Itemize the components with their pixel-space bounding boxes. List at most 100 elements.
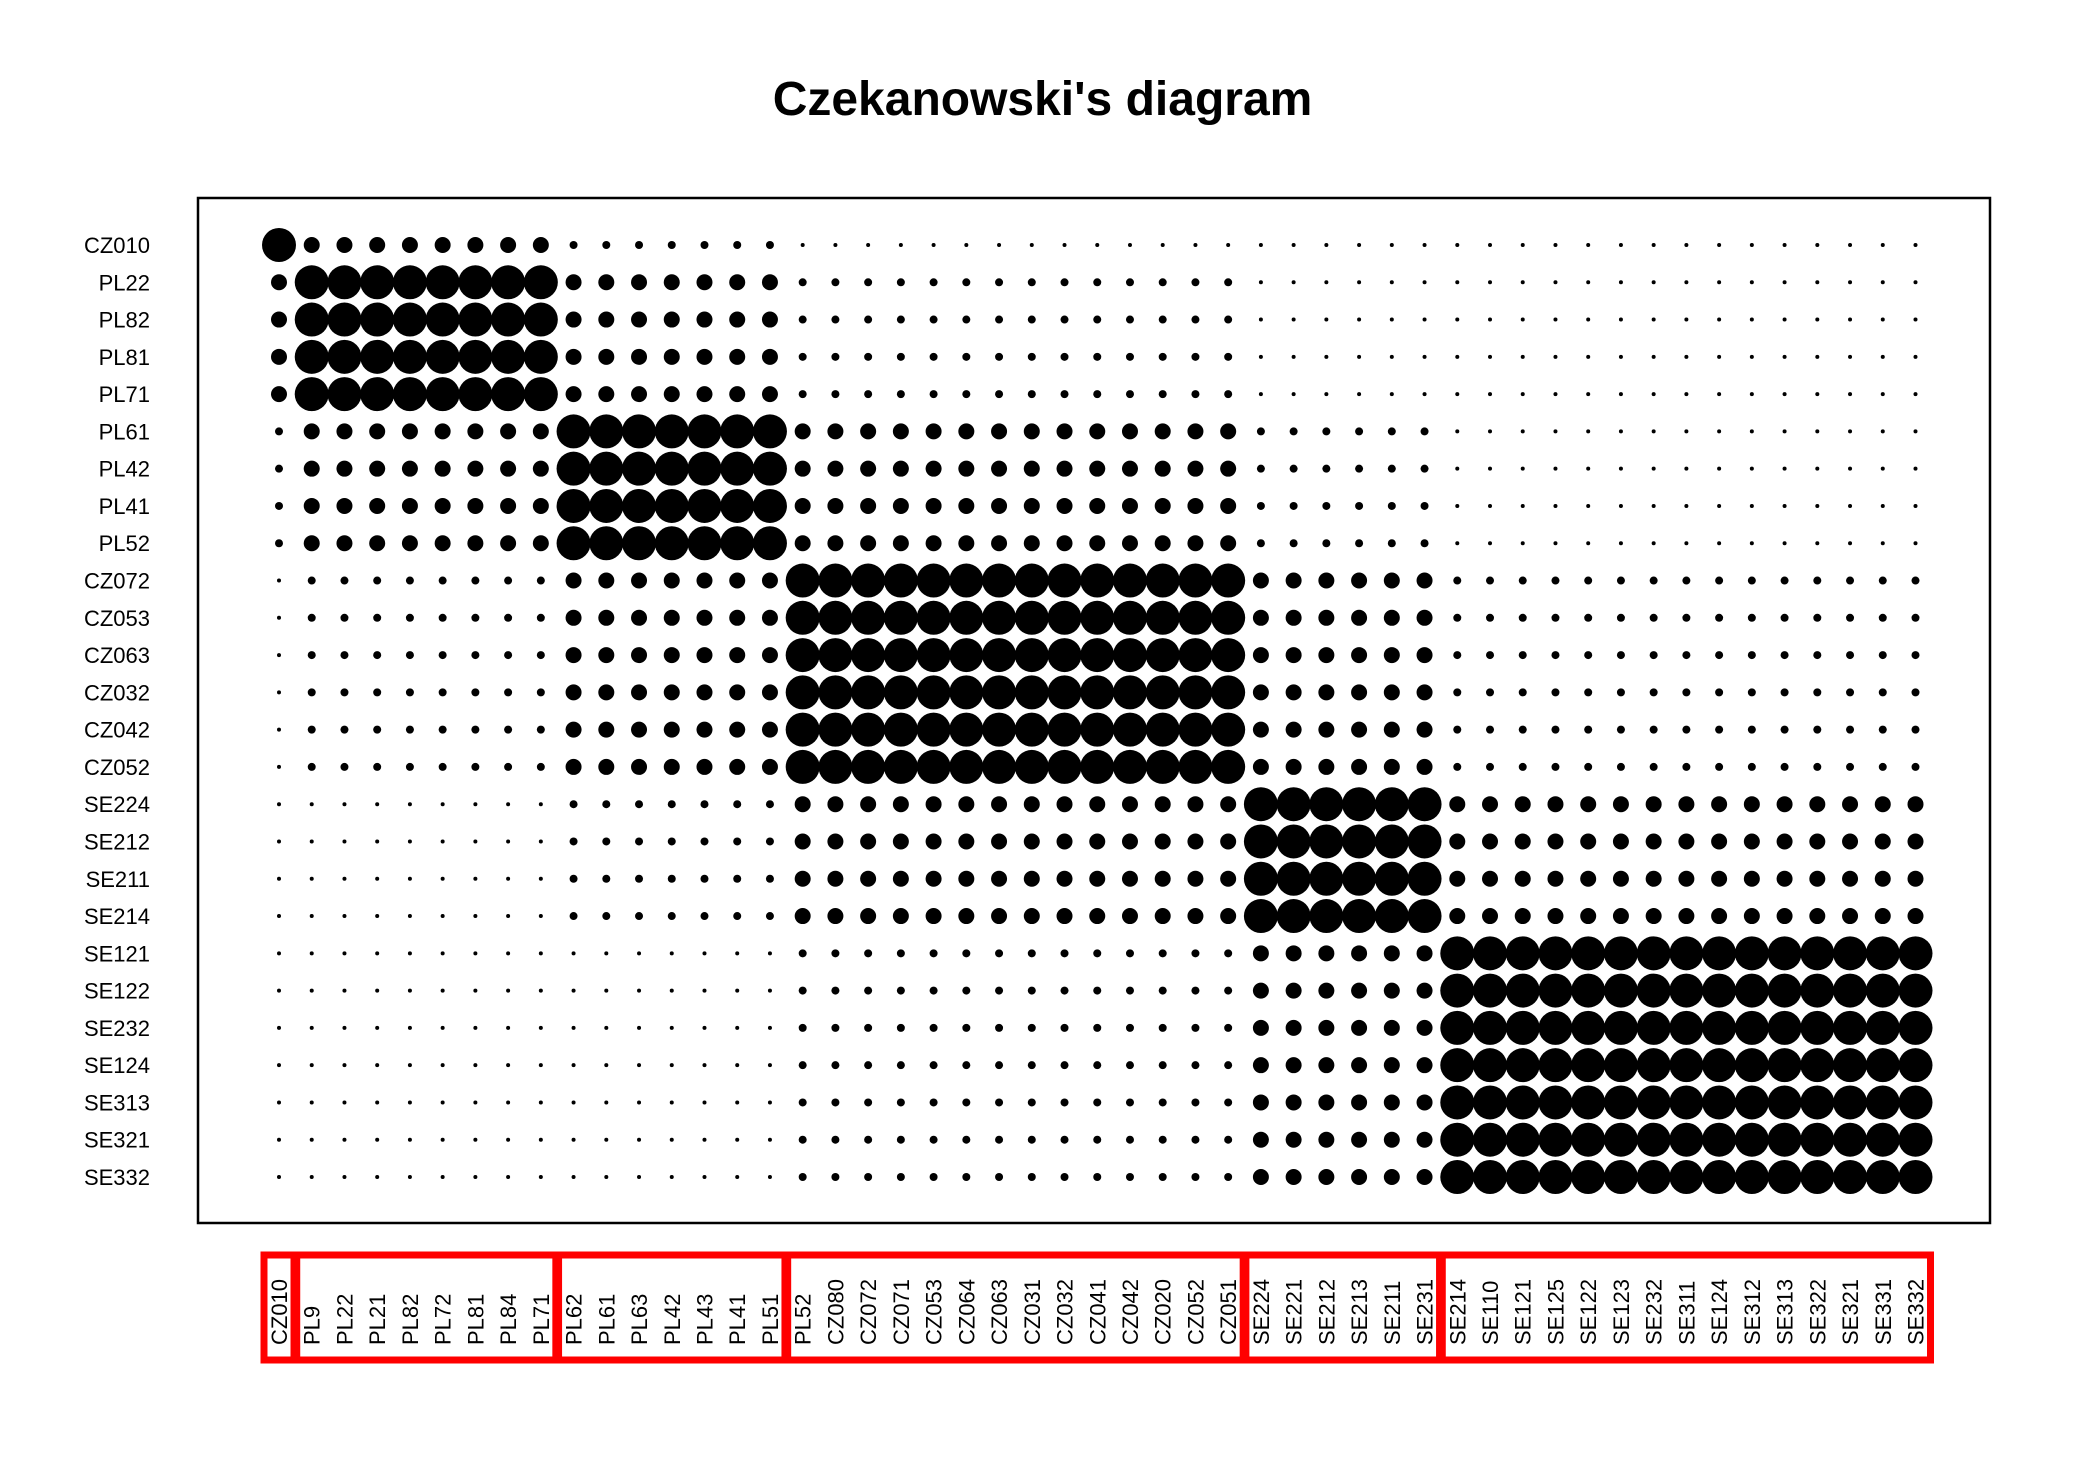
dot — [1913, 541, 1918, 546]
column-label: PL72 — [431, 1294, 456, 1345]
dot — [798, 390, 807, 399]
row-label: CZ010 — [84, 233, 150, 258]
dot — [1027, 1098, 1036, 1107]
dot — [696, 348, 713, 365]
dot — [1571, 1048, 1606, 1083]
dot — [327, 265, 362, 300]
dot — [1211, 675, 1246, 710]
dot — [375, 1137, 380, 1142]
dot — [1416, 647, 1433, 664]
dot — [833, 243, 838, 247]
row-label: PL82 — [99, 308, 150, 333]
dot — [1252, 1019, 1269, 1036]
dot — [925, 833, 942, 850]
dot — [1743, 908, 1760, 925]
dot — [1318, 609, 1335, 626]
dot — [702, 1100, 707, 1105]
dot — [1220, 833, 1237, 850]
dot — [1455, 354, 1460, 359]
dot — [1636, 1160, 1671, 1194]
dot — [1717, 243, 1722, 247]
dot — [1449, 908, 1466, 925]
column-label: CZ032 — [1053, 1279, 1078, 1345]
dot — [1878, 725, 1887, 734]
dot — [1553, 429, 1558, 434]
dot — [785, 749, 820, 784]
dot — [687, 526, 722, 561]
dot — [1865, 1122, 1900, 1157]
dot — [1374, 824, 1409, 859]
dot — [997, 243, 1002, 247]
dot — [1160, 243, 1165, 247]
dot — [1780, 762, 1789, 771]
dot — [700, 874, 709, 883]
dot — [375, 1100, 380, 1105]
dot — [604, 951, 609, 956]
dot — [1455, 429, 1460, 434]
dot — [523, 265, 558, 300]
dot — [785, 712, 820, 747]
dot — [1351, 721, 1368, 738]
dot — [883, 712, 918, 747]
dot — [982, 638, 1017, 673]
row-label: CZ042 — [84, 718, 150, 743]
dot — [309, 1137, 314, 1142]
dot — [1224, 1173, 1233, 1181]
dot — [827, 497, 844, 514]
dot — [1355, 501, 1364, 510]
dot — [1357, 243, 1362, 247]
dot — [1243, 861, 1278, 896]
column-label: CZ042 — [1118, 1279, 1143, 1345]
dot — [1878, 762, 1887, 771]
dot — [916, 675, 951, 710]
dot — [309, 1175, 314, 1179]
dot — [765, 912, 774, 921]
dot — [598, 572, 615, 589]
dot — [1029, 243, 1034, 247]
dot — [1907, 833, 1924, 850]
dot — [1584, 576, 1593, 585]
dot — [1649, 651, 1658, 660]
dot — [327, 377, 362, 412]
dot — [1145, 712, 1180, 747]
dot — [1220, 535, 1237, 552]
dot — [1125, 1061, 1134, 1070]
dot — [1383, 758, 1400, 775]
dot — [761, 311, 778, 328]
dot — [1191, 986, 1200, 995]
dot — [1747, 613, 1756, 622]
dot — [1056, 870, 1073, 887]
dot — [1056, 497, 1073, 514]
dot — [1815, 503, 1820, 508]
dot — [1846, 576, 1855, 585]
dot — [405, 762, 414, 771]
dot — [637, 1100, 642, 1105]
dot — [1514, 870, 1531, 887]
dot — [1080, 675, 1115, 710]
dot — [375, 951, 380, 956]
dot — [1027, 315, 1036, 324]
dot — [1586, 317, 1591, 322]
dot — [1520, 243, 1525, 247]
dot — [1416, 1019, 1433, 1036]
dot — [440, 839, 445, 844]
dot — [1178, 675, 1213, 710]
dot — [1833, 1122, 1868, 1157]
dot — [1158, 949, 1167, 958]
dot — [1848, 392, 1853, 397]
dot — [1060, 278, 1069, 287]
dot — [1056, 423, 1073, 440]
dot — [1453, 725, 1462, 734]
dot — [785, 600, 820, 635]
dot — [1749, 466, 1754, 471]
dot — [687, 414, 722, 449]
dot — [1440, 1048, 1475, 1083]
dot — [392, 302, 427, 337]
column-label: CZ041 — [1085, 1279, 1110, 1345]
dot — [307, 762, 316, 771]
dot — [1224, 986, 1233, 995]
dot — [892, 833, 909, 850]
dot — [1407, 787, 1442, 822]
dot — [1505, 1085, 1540, 1120]
dot — [669, 1137, 674, 1142]
